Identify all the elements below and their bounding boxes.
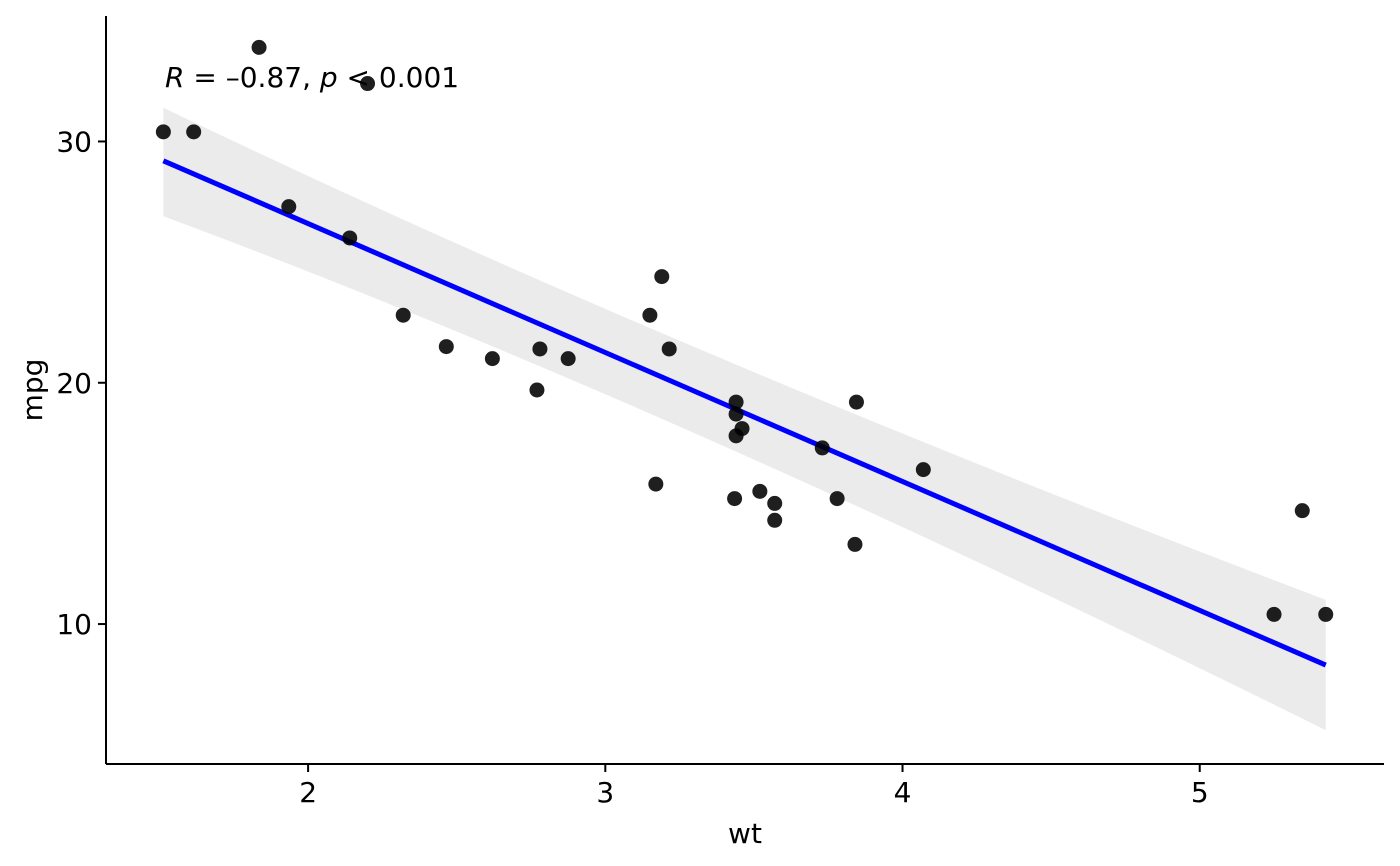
data-point — [642, 307, 658, 323]
correlation-annotation: R = –0.87, p < 0.001 — [165, 61, 459, 94]
data-point — [484, 351, 500, 367]
regression-line — [162, 158, 1327, 668]
p-value: < 0.001 — [338, 61, 459, 94]
data-point — [654, 269, 670, 285]
data-point — [728, 428, 744, 444]
x-tick-label: 5 — [1191, 776, 1209, 809]
data-point — [360, 76, 376, 92]
data-point — [438, 339, 454, 355]
data-point — [829, 491, 845, 507]
x-tick-label: 3 — [596, 776, 614, 809]
data-point — [560, 351, 576, 367]
y-tick-label: 20 — [56, 367, 92, 400]
x-axis-title: wt — [728, 817, 762, 850]
data-point — [847, 536, 863, 552]
data-point — [251, 39, 267, 55]
data-point — [814, 440, 830, 456]
data-point — [728, 394, 744, 410]
data-point — [1266, 606, 1282, 622]
data-point — [648, 476, 664, 492]
data-point — [155, 124, 171, 140]
x-tick-label: 4 — [894, 776, 912, 809]
x-tick-label: 2 — [299, 776, 317, 809]
data-point — [1294, 503, 1310, 519]
confidence-band — [163, 107, 1326, 731]
y-tick-label: 30 — [56, 125, 92, 158]
data-point — [767, 512, 783, 528]
data-point — [661, 341, 677, 357]
data-point — [395, 307, 411, 323]
data-point — [752, 483, 768, 499]
data-point — [186, 124, 202, 140]
data-point — [727, 491, 743, 507]
data-point — [848, 394, 864, 410]
data-point — [728, 406, 744, 422]
data-point — [342, 230, 358, 246]
data-point — [1318, 606, 1334, 622]
data-point — [529, 382, 545, 398]
r-symbol: R — [165, 61, 184, 94]
data-point — [767, 495, 783, 511]
y-tick-label: 10 — [56, 608, 92, 641]
data-point — [915, 462, 931, 478]
r-value: = –0.87, — [184, 61, 319, 94]
y-axis-title: mpg — [16, 359, 49, 422]
p-symbol: p — [319, 61, 338, 94]
data-point — [281, 199, 297, 215]
data-point — [532, 341, 548, 357]
